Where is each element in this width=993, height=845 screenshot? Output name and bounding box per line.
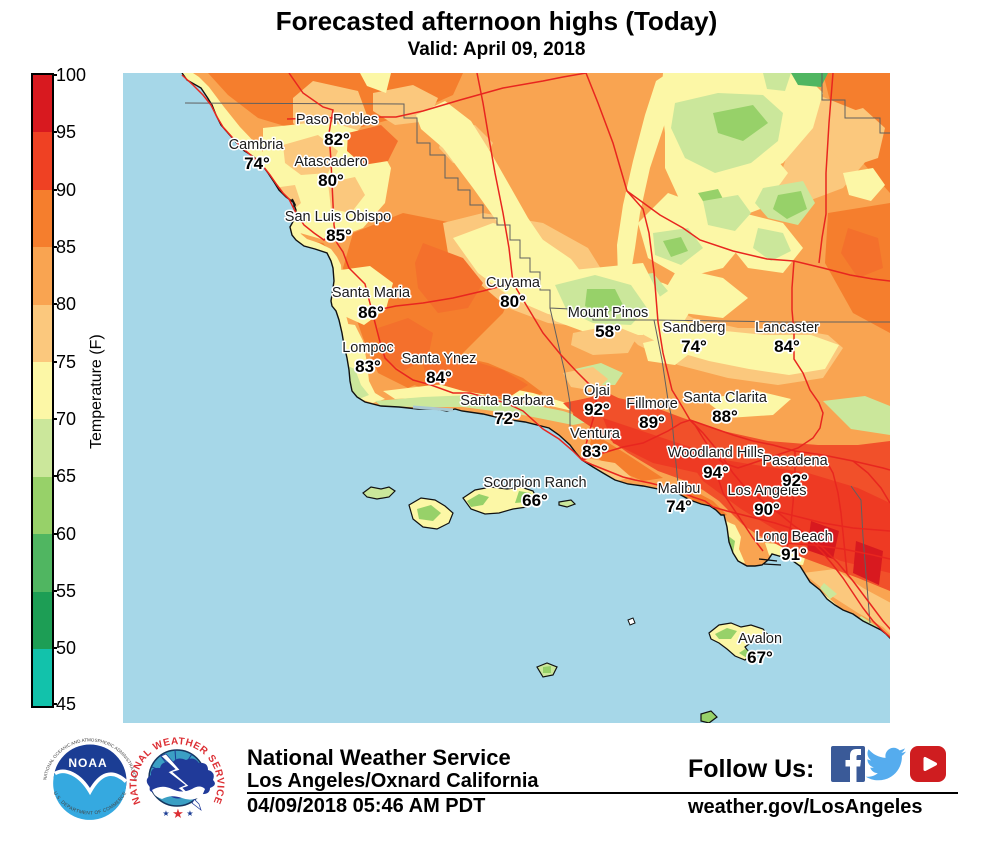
svg-text:88°: 88° <box>712 407 738 426</box>
svg-text:Cambria: Cambria <box>229 137 285 153</box>
svg-text:Los Angeles/Oxnard California: Los Angeles/Oxnard California <box>247 770 539 792</box>
svg-text:Cuyama: Cuyama <box>486 275 541 291</box>
svg-text:Avalon: Avalon <box>738 631 782 647</box>
svg-text:83°: 83° <box>355 357 381 376</box>
svg-text:Follow Us:: Follow Us: <box>688 755 814 783</box>
svg-text:Long Beach: Long Beach <box>755 529 832 545</box>
svg-text:Lancaster: Lancaster <box>755 320 819 336</box>
svg-text:74°: 74° <box>681 337 707 356</box>
svg-text:Santa Clarita: Santa Clarita <box>683 390 768 406</box>
svg-text:84°: 84° <box>774 337 800 356</box>
svg-text:Santa Barbara: Santa Barbara <box>460 393 554 409</box>
svg-text:Los Angeles: Los Angeles <box>727 483 806 499</box>
svg-text:Atascadero: Atascadero <box>294 154 367 170</box>
svg-text:58°: 58° <box>595 322 621 341</box>
svg-text:San Luis Obispo: San Luis Obispo <box>285 209 391 225</box>
svg-text:Malibu: Malibu <box>658 481 701 497</box>
svg-text:67°: 67° <box>747 648 773 667</box>
svg-text:NOAA: NOAA <box>68 756 107 770</box>
svg-text:Scorpion Ranch: Scorpion Ranch <box>483 475 586 491</box>
svg-text:83°: 83° <box>582 442 608 461</box>
svg-text:91°: 91° <box>781 545 807 564</box>
svg-text:04/09/2018 05:46 AM PDT: 04/09/2018 05:46 AM PDT <box>247 795 485 817</box>
svg-text:Sandberg: Sandberg <box>663 320 726 336</box>
svg-text:Ventura: Ventura <box>570 426 621 442</box>
svg-text:92°: 92° <box>584 400 610 419</box>
svg-text:Santa Ynez: Santa Ynez <box>402 351 477 367</box>
svg-text:94°: 94° <box>703 463 729 482</box>
svg-text:74°: 74° <box>666 497 692 516</box>
svg-text:weather.gov/LosAngeles: weather.gov/LosAngeles <box>687 796 923 818</box>
svg-text:86°: 86° <box>358 303 384 322</box>
svg-text:★: ★ <box>162 809 169 818</box>
svg-text:Fillmore: Fillmore <box>626 396 678 412</box>
svg-text:72°: 72° <box>494 409 520 428</box>
svg-text:Santa Maria: Santa Maria <box>332 285 411 301</box>
svg-text:80°: 80° <box>318 171 344 190</box>
svg-text:★: ★ <box>172 806 184 821</box>
svg-text:National Weather Service: National Weather Service <box>247 745 511 770</box>
svg-text:Lompoc: Lompoc <box>342 340 394 356</box>
svg-text:Paso Robles: Paso Robles <box>296 112 378 128</box>
svg-text:Pasadena: Pasadena <box>762 453 828 469</box>
svg-text:89°: 89° <box>639 413 665 432</box>
svg-text:80°: 80° <box>500 292 526 311</box>
svg-text:★: ★ <box>186 809 193 818</box>
svg-text:74°: 74° <box>244 154 270 173</box>
svg-text:Ojai: Ojai <box>584 383 610 399</box>
svg-text:66°: 66° <box>522 491 548 510</box>
svg-text:82°: 82° <box>324 130 350 149</box>
svg-text:92°: 92° <box>782 471 808 490</box>
svg-text:Mount Pinos: Mount Pinos <box>568 305 649 321</box>
svg-text:85°: 85° <box>326 226 352 245</box>
svg-text:Woodland Hills: Woodland Hills <box>668 445 764 461</box>
svg-text:84°: 84° <box>426 368 452 387</box>
svg-text:90°: 90° <box>754 500 780 519</box>
